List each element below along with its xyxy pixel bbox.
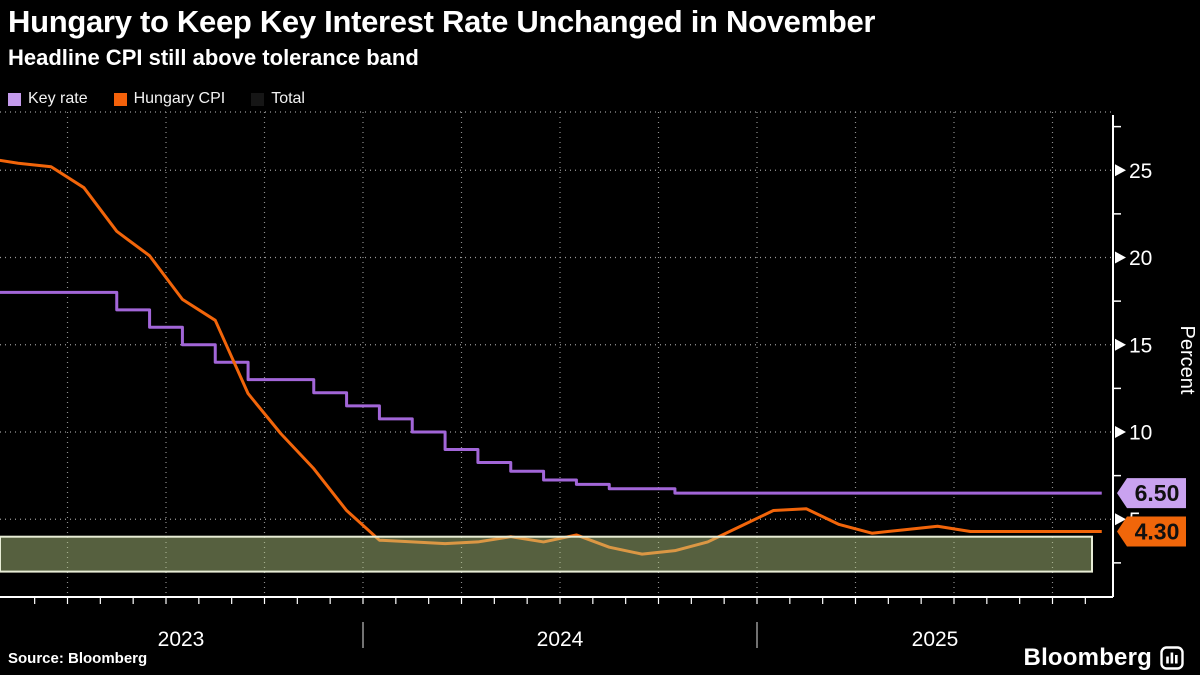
bloomberg-wordmark: Bloomberg — [1023, 644, 1152, 671]
y-tick-label: 20 — [1129, 247, 1152, 270]
x-axis-ticks: 2023 2024 2025 — [34, 597, 1086, 651]
value-tag-label: 4.30 — [1135, 518, 1180, 544]
chart-title: Hungary to Keep Key Interest Rate Unchan… — [8, 4, 876, 39]
legend-swatch — [251, 92, 265, 106]
chart-subtitle: Headline CPI still above tolerance band — [8, 45, 419, 70]
legend-swatch — [113, 92, 127, 106]
legend-label: Key rate — [28, 90, 88, 107]
tolerance-band — [0, 535, 1093, 573]
y-axis-title: Percent — [1176, 326, 1198, 395]
x-year-label: 2024 — [537, 628, 584, 651]
key-rate-line — [0, 290, 1102, 495]
x-year-label: 2023 — [158, 628, 205, 651]
y-tick-label: 25 — [1129, 160, 1152, 183]
chart-legend: Key rate Hungary CPI Total — [8, 90, 305, 108]
gridlines — [0, 111, 1113, 597]
chart-plot: Percent5101520252023202420256.504.30 — [0, 111, 1198, 651]
legend-item-hungary-cpi: Hungary CPI — [113, 90, 226, 108]
hungary-cpi-line — [0, 158, 1102, 556]
end-value-tags: 6.50 4.30 — [1117, 478, 1186, 547]
series — [0, 158, 1102, 556]
x-year-label: 2025 — [912, 628, 959, 651]
axes: Percent — [0, 115, 1198, 598]
value-tag — [1117, 478, 1186, 509]
legend-label: Total — [271, 90, 305, 107]
value-tag — [1117, 516, 1186, 547]
value-tag-label: 6.50 — [1135, 480, 1180, 506]
y-tick-label: 10 — [1129, 422, 1152, 445]
y-tick-label: 15 — [1129, 334, 1152, 357]
bloomberg-chart-icon — [1160, 646, 1184, 670]
legend-swatch — [8, 92, 21, 106]
legend-item-key-rate: Key rate — [8, 90, 88, 108]
bloomberg-logo: Bloomberg — [1024, 644, 1184, 672]
source-attribution: Source: Bloomberg — [8, 650, 148, 667]
legend-label: Hungary CPI — [133, 90, 226, 107]
legend-item-total: Total — [251, 90, 305, 108]
